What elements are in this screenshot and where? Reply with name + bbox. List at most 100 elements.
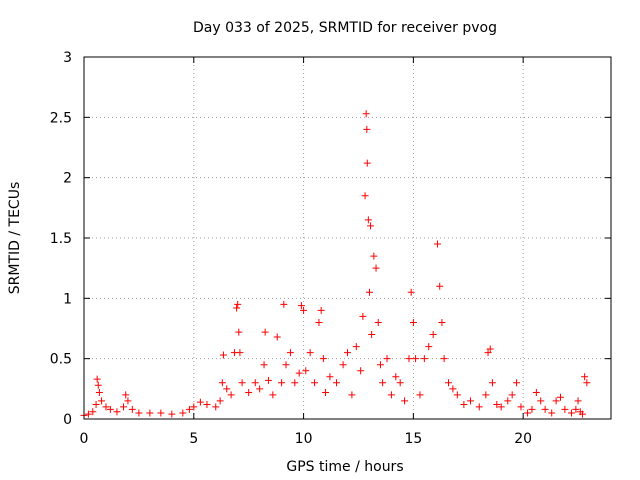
data-point bbox=[416, 391, 424, 399]
data-point bbox=[482, 391, 490, 399]
data-point bbox=[302, 367, 310, 375]
data-point bbox=[223, 385, 231, 393]
data-point bbox=[364, 216, 372, 224]
data-point bbox=[89, 408, 97, 416]
data-point bbox=[367, 222, 375, 230]
data-point bbox=[245, 388, 253, 396]
data-point bbox=[541, 405, 549, 413]
data-point bbox=[190, 403, 198, 411]
data-point bbox=[273, 333, 281, 341]
data-point bbox=[460, 401, 468, 409]
x-tick-label: 15 bbox=[404, 431, 422, 447]
x-tick-label: 0 bbox=[80, 431, 89, 447]
data-point bbox=[135, 409, 143, 417]
data-point bbox=[387, 391, 395, 399]
y-tick-label: 1.5 bbox=[50, 231, 72, 247]
data-point bbox=[409, 318, 417, 326]
data-point bbox=[236, 349, 244, 357]
data-point bbox=[383, 355, 391, 363]
data-point bbox=[374, 318, 382, 326]
data-point bbox=[94, 381, 102, 389]
data-point bbox=[438, 318, 446, 326]
data-point bbox=[185, 405, 193, 413]
data-point bbox=[295, 369, 303, 377]
data-point bbox=[235, 328, 243, 336]
y-tick-label: 0.5 bbox=[50, 352, 72, 368]
data-point bbox=[537, 397, 545, 405]
data-point bbox=[203, 401, 211, 409]
y-tick-label: 2.5 bbox=[50, 110, 72, 126]
data-point bbox=[326, 373, 334, 381]
data-point bbox=[504, 397, 512, 405]
data-point bbox=[486, 345, 494, 353]
data-point bbox=[376, 361, 384, 369]
data-point bbox=[322, 388, 330, 396]
data-point bbox=[92, 401, 100, 409]
data-points bbox=[80, 110, 591, 419]
data-point bbox=[475, 403, 483, 411]
data-point bbox=[311, 379, 319, 387]
data-point bbox=[297, 302, 305, 310]
data-point bbox=[234, 300, 242, 308]
data-point bbox=[280, 300, 288, 308]
data-point bbox=[315, 318, 323, 326]
data-point bbox=[379, 379, 387, 387]
data-point bbox=[517, 403, 525, 411]
data-point bbox=[401, 397, 409, 405]
data-point bbox=[339, 361, 347, 369]
data-point bbox=[484, 349, 492, 357]
data-point bbox=[528, 405, 536, 413]
data-point bbox=[168, 410, 176, 418]
data-point bbox=[212, 403, 220, 411]
y-tick-label: 3 bbox=[63, 50, 72, 66]
data-point bbox=[361, 192, 369, 200]
data-point bbox=[120, 403, 128, 411]
data-point bbox=[359, 312, 367, 320]
data-point bbox=[157, 409, 165, 417]
data-point bbox=[574, 397, 582, 405]
data-point bbox=[578, 410, 586, 418]
data-point bbox=[291, 379, 299, 387]
data-point bbox=[392, 373, 400, 381]
x-tick-label: 10 bbox=[295, 431, 313, 447]
data-point bbox=[261, 328, 269, 336]
y-axis-label: SRMTID / TECUs bbox=[7, 182, 23, 295]
data-point bbox=[583, 379, 591, 387]
y-tick-labels: 0 0.5 1 1.5 2 2.5 3 bbox=[50, 50, 72, 428]
data-point bbox=[493, 401, 501, 409]
data-point bbox=[488, 379, 496, 387]
data-point bbox=[420, 355, 428, 363]
data-point bbox=[567, 409, 575, 417]
data-point bbox=[146, 409, 154, 417]
data-point bbox=[372, 264, 380, 272]
data-point bbox=[425, 343, 433, 351]
data-point bbox=[124, 397, 132, 405]
data-point bbox=[449, 385, 457, 393]
data-point bbox=[317, 306, 325, 314]
x-tick-label: 20 bbox=[514, 431, 532, 447]
data-point bbox=[556, 393, 564, 401]
data-point bbox=[348, 391, 356, 399]
plot-frame bbox=[83, 56, 612, 420]
y-tick-label: 2 bbox=[63, 171, 72, 187]
data-point bbox=[412, 355, 420, 363]
data-point bbox=[407, 288, 415, 296]
data-point bbox=[269, 391, 277, 399]
data-point bbox=[93, 375, 101, 383]
data-point bbox=[436, 282, 444, 290]
data-point bbox=[233, 304, 241, 312]
data-point bbox=[440, 355, 448, 363]
data-point bbox=[572, 405, 580, 413]
grid-lines bbox=[84, 57, 611, 419]
x-tick-label: 5 bbox=[189, 431, 198, 447]
x-tick-labels: 0 5 10 15 20 bbox=[80, 431, 533, 447]
data-point bbox=[352, 343, 360, 351]
data-point bbox=[363, 159, 371, 167]
data-point bbox=[497, 403, 505, 411]
data-point bbox=[128, 405, 136, 413]
data-point bbox=[466, 397, 474, 405]
data-point bbox=[319, 355, 327, 363]
data-point bbox=[396, 379, 404, 387]
data-point bbox=[513, 379, 521, 387]
data-point bbox=[524, 409, 532, 417]
